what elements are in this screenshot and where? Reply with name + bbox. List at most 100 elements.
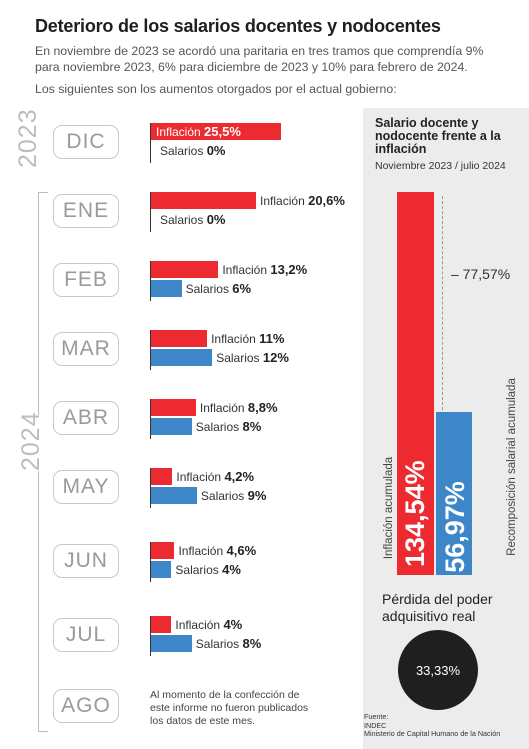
difference-value: – 77,57%	[451, 266, 511, 282]
loss-title: Pérdida del poder adquisitivo real	[382, 591, 493, 624]
label-salary-jul: Salarios 8%	[196, 636, 262, 651]
panel-title: Salario docente y nodocente frente a la …	[375, 116, 501, 156]
label-inflation-dic-value: 25,5%	[204, 124, 241, 139]
august-note: Al momento de la confección de este info…	[150, 689, 309, 727]
label-salary-ene: Salarios 0%	[160, 212, 226, 227]
axis-jul	[150, 616, 151, 656]
axis-may	[150, 468, 151, 508]
label-inflation-jun-prefix: Inflación	[178, 544, 224, 558]
label-salary-dic-value: 0%	[206, 143, 226, 158]
label-inflation-dic: Inflación 25,5%	[156, 124, 241, 139]
month-dic: DIC	[53, 125, 119, 159]
label-inflation-ene-prefix: Inflación	[260, 194, 305, 208]
bar-inflation-jun	[151, 542, 175, 559]
label-inflation-feb-prefix: Inflación	[222, 263, 268, 277]
label-inflation-abr: Inflación 8,8%	[200, 400, 278, 415]
label-inflation-mar-prefix: Inflación	[211, 332, 256, 346]
label-salary-feb-prefix: Salarios	[185, 282, 229, 296]
label-inflation-ene: Inflación 20,6%	[260, 193, 345, 208]
source-line-1: INDEC	[364, 720, 387, 730]
axis-jun	[150, 542, 151, 582]
label-inflation-feb-value: 13,2%	[270, 262, 308, 277]
label-inflation-ene-value: 20,6%	[308, 193, 345, 208]
label-salary-jun: Salarios 4%	[175, 562, 241, 577]
axis-mar	[150, 330, 151, 370]
month-ago: AGO	[53, 689, 119, 723]
source: Fuente: INDEC Ministerio de Capital Huma…	[364, 712, 528, 739]
label-salary-mar-value: 12%	[262, 350, 289, 365]
intro-subtext: Los siguientes son los aumentos otorgado…	[35, 82, 397, 96]
bar-inflation-dic	[151, 123, 282, 140]
label-inflation-mar-value: 11%	[259, 331, 285, 346]
bar-inflation-ene	[151, 192, 257, 209]
panel-subtitle: Noviembre 2023 / julio 2024	[375, 160, 506, 172]
year-bracket-bottom	[38, 731, 48, 732]
bar-inflation-may	[151, 468, 173, 485]
bar-inflation-mar	[151, 330, 208, 347]
bar-inflation-abr	[151, 399, 196, 416]
month-jul: JUL	[53, 618, 119, 652]
label-salary-abr: Salarios 8%	[196, 419, 262, 434]
month-feb: FEB	[53, 263, 119, 297]
intro-text: En noviembre de 2023 se acordó una parit…	[35, 44, 484, 74]
label-inflation-mar: Inflación 11%	[211, 331, 284, 346]
label-salary-abr-prefix: Salarios	[195, 420, 240, 434]
bar-salary-jun	[151, 561, 172, 578]
year-bracket-top	[38, 192, 48, 193]
label-salary-dic: Salarios 0%	[160, 143, 226, 158]
year-label-2023: 2023	[14, 108, 42, 168]
month-mar: MAR	[53, 332, 119, 366]
label-salary-jun-value: 4%	[222, 562, 241, 577]
label-inflation-jul-prefix: Inflación	[175, 618, 221, 632]
label-inflation-jul-value: 4%	[223, 617, 243, 632]
month-may: MAY	[53, 470, 119, 504]
label-salary-feb-value: 6%	[232, 281, 252, 296]
bar-inflation-jul	[151, 616, 172, 633]
bar-inflation-feb	[151, 261, 219, 278]
label-inflation-feb: Inflación 13,2%	[222, 262, 307, 277]
label-salary-dic-prefix: Salarios	[160, 144, 204, 158]
salary-accumulated-label: Recomposición salarial acumulada	[506, 378, 518, 556]
label-salary-mar: Salarios 12%	[216, 350, 289, 365]
label-salary-may: Salarios 9%	[201, 488, 267, 503]
loss-value: 33,33%	[415, 662, 461, 678]
axis-ene	[150, 192, 151, 232]
source-label: Fuente:	[364, 712, 389, 721]
label-inflation-jun-value: 4,6%	[226, 543, 257, 558]
month-ene: ENE	[53, 194, 119, 228]
bar-salary-may	[151, 487, 197, 504]
salary-accumulated-value: 56,97%	[440, 481, 470, 573]
label-inflation-jul: Inflación 4%	[175, 617, 242, 632]
label-salary-abr-value: 8%	[242, 419, 262, 434]
label-salary-jul-prefix: Salarios	[195, 637, 240, 651]
inflation-accumulated-value: 134,54%	[400, 460, 430, 567]
loss-value-circle: 33,33%	[398, 630, 478, 710]
label-inflation-may-value: 4,2%	[224, 469, 255, 484]
bar-salary-mar	[151, 349, 213, 366]
label-inflation-dic-prefix: Inflación	[156, 125, 201, 139]
label-salary-may-value: 9%	[247, 488, 267, 503]
bar-salary-feb	[151, 280, 182, 297]
label-salary-jun-prefix: Salarios	[175, 563, 219, 577]
inflation-accumulated-bar	[397, 192, 434, 575]
label-salary-feb: Salarios 6%	[186, 281, 252, 296]
difference-dashed-line	[442, 196, 443, 410]
label-inflation-may: Inflación 4,2%	[176, 469, 254, 484]
axis-abr	[150, 399, 151, 439]
label-inflation-abr-prefix: Inflación	[199, 401, 245, 415]
source-line-2: Ministerio de Capital Humano de la Nació…	[364, 729, 501, 739]
label-inflation-may-prefix: Inflación	[176, 470, 222, 484]
axis-dic	[150, 123, 151, 163]
bar-salary-jul	[151, 635, 192, 652]
label-salary-ene-prefix: Salarios	[160, 213, 204, 227]
label-salary-mar-prefix: Salarios	[216, 351, 260, 365]
label-salary-may-prefix: Salarios	[200, 489, 245, 503]
salary-accumulated-bar	[436, 412, 472, 575]
label-inflation-abr-value: 8,8%	[247, 400, 278, 415]
month-jun: JUN	[53, 544, 119, 578]
chart-title: Deterioro de los salarios docentes y nod…	[35, 16, 441, 36]
label-inflation-jun: Inflación 4,6%	[178, 543, 256, 558]
inflation-accumulated-label: Inflación acumulada	[383, 456, 395, 560]
axis-feb	[150, 261, 151, 301]
month-abr: ABR	[53, 401, 119, 435]
